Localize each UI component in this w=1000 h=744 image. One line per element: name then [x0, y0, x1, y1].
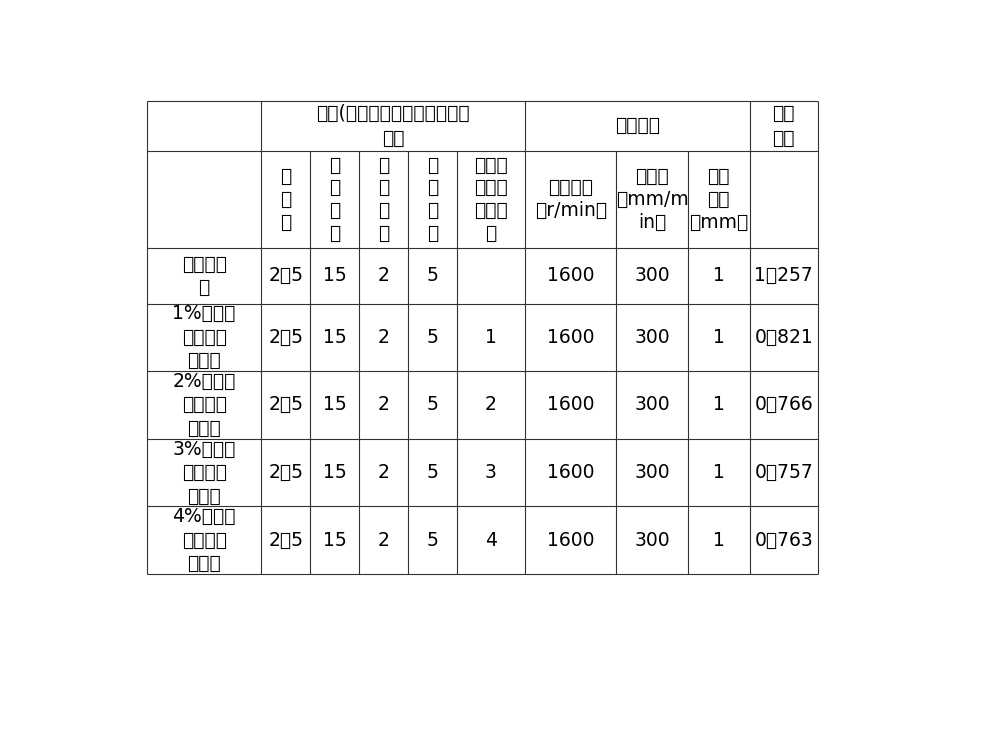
Text: 轴向
切深
（mm）: 轴向 切深 （mm）	[689, 167, 748, 231]
Text: 300: 300	[634, 328, 670, 347]
Text: 1%十六烷
基二甲基
溴化铵: 1%十六烷 基二甲基 溴化铵	[172, 304, 236, 371]
Text: 1600: 1600	[547, 530, 594, 550]
Text: 2: 2	[378, 328, 389, 347]
Text: 0．757: 0．757	[754, 463, 813, 482]
Text: 4%十六烷
基二甲基
溴化铵: 4%十六烷 基二甲基 溴化铵	[172, 507, 236, 573]
Text: 1: 1	[713, 463, 725, 482]
Text: 甲
基
硅
油: 甲 基 硅 油	[378, 155, 389, 243]
Text: 1600: 1600	[547, 463, 594, 482]
Text: 1: 1	[713, 266, 725, 285]
Text: 1: 1	[713, 530, 725, 550]
Text: 3: 3	[485, 463, 497, 482]
Text: 5: 5	[426, 396, 438, 414]
Text: 2: 2	[485, 396, 497, 414]
Text: 1: 1	[713, 396, 725, 414]
Text: 4: 4	[485, 530, 497, 550]
Text: 15: 15	[323, 328, 347, 347]
Text: 0．766: 0．766	[754, 396, 813, 414]
Text: 2．5: 2．5	[268, 266, 303, 285]
Text: 0．763: 0．763	[754, 530, 813, 550]
Text: 碳
酸
钠: 碳 酸 钠	[280, 167, 291, 231]
Text: 进给量
（mm/m
in）: 进给量 （mm/m in）	[616, 167, 688, 231]
Text: 主轴转速
（r/min）: 主轴转速 （r/min）	[535, 179, 607, 220]
Text: 2: 2	[378, 463, 389, 482]
Text: 5: 5	[426, 266, 438, 285]
Text: 1600: 1600	[547, 396, 594, 414]
Text: 15: 15	[323, 530, 347, 550]
Text: 15: 15	[323, 396, 347, 414]
Text: 成分(表中数值为质量分数百分
比）: 成分(表中数值为质量分数百分 比）	[316, 103, 470, 147]
Text: 1: 1	[485, 328, 497, 347]
Text: 三
乙
醇
胺: 三 乙 醇 胺	[329, 155, 340, 243]
Text: 2．5: 2．5	[268, 463, 303, 482]
Text: 2: 2	[378, 530, 389, 550]
Text: 15: 15	[323, 266, 347, 285]
Text: 1600: 1600	[547, 328, 594, 347]
Text: 0．821: 0．821	[754, 328, 813, 347]
Text: 1．257: 1．257	[754, 266, 813, 285]
Text: 15: 15	[323, 463, 347, 482]
Text: 1: 1	[713, 328, 725, 347]
Text: 300: 300	[634, 530, 670, 550]
Text: 摩擦
系数: 摩擦 系数	[772, 103, 795, 147]
Text: 普通切削
液: 普通切削 液	[182, 254, 227, 297]
Text: 切削参数: 切削参数	[615, 116, 660, 135]
Text: 2．5: 2．5	[268, 328, 303, 347]
Text: 2．5: 2．5	[268, 530, 303, 550]
Text: 300: 300	[634, 463, 670, 482]
Text: 2．5: 2．5	[268, 396, 303, 414]
Text: 2: 2	[378, 266, 389, 285]
Text: 5: 5	[426, 328, 438, 347]
Text: 3%十六烷
基二甲基
溴化铵: 3%十六烷 基二甲基 溴化铵	[172, 440, 236, 505]
Text: 2%十六烷
基二甲基
溴化铵: 2%十六烷 基二甲基 溴化铵	[172, 372, 236, 438]
Text: 2: 2	[378, 396, 389, 414]
Text: 聚
乙
二
醇: 聚 乙 二 醇	[427, 155, 438, 243]
Text: 300: 300	[634, 396, 670, 414]
Text: 十六烷
基二甲
基溴化
铵: 十六烷 基二甲 基溴化 铵	[474, 155, 508, 243]
Text: 1600: 1600	[547, 266, 594, 285]
Text: 300: 300	[634, 266, 670, 285]
Text: 5: 5	[426, 530, 438, 550]
Text: 5: 5	[426, 463, 438, 482]
